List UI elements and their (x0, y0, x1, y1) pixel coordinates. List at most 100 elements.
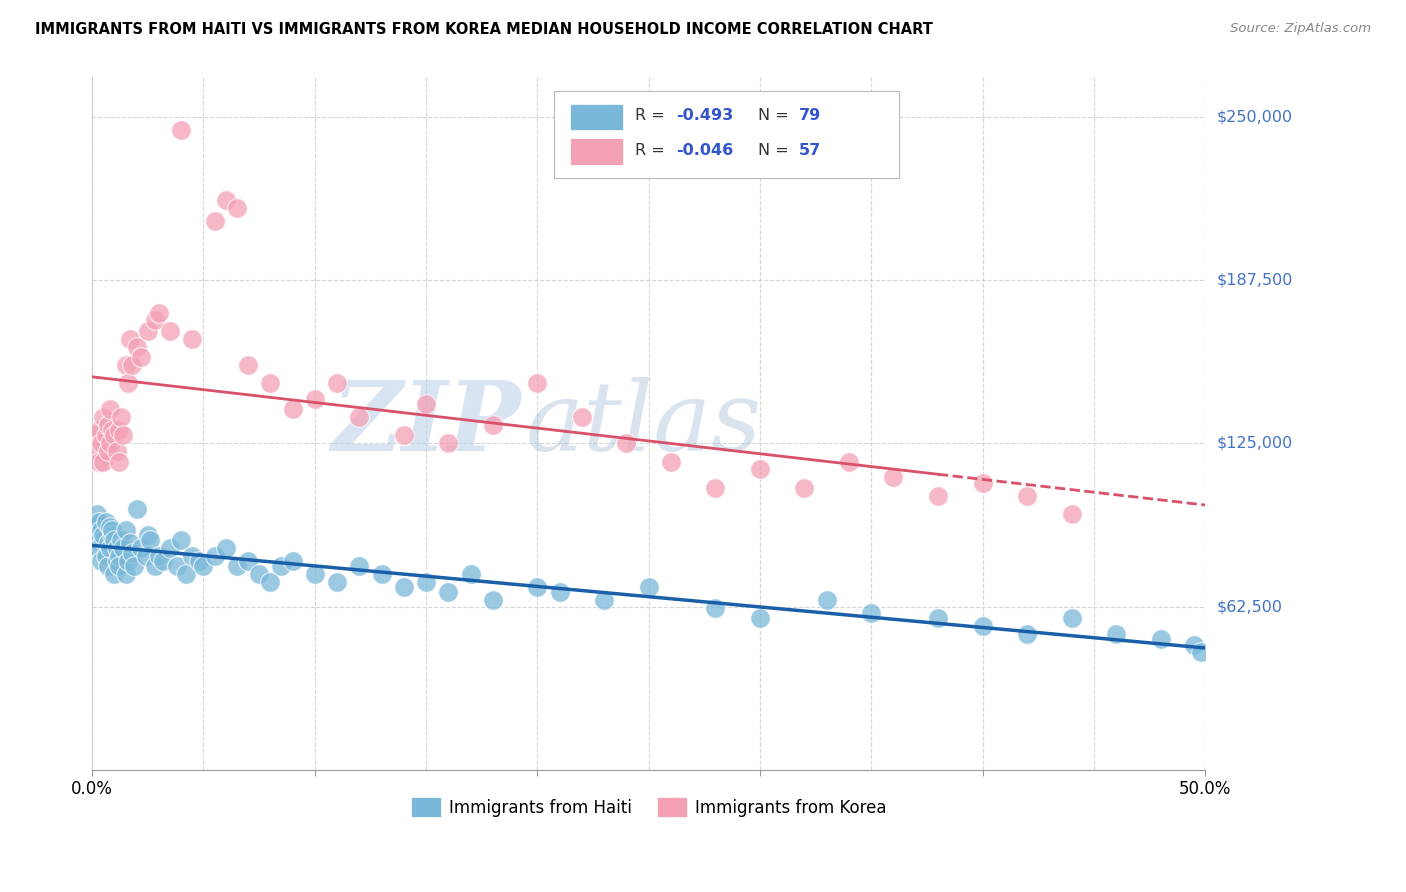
Text: $62,500: $62,500 (1216, 599, 1282, 615)
Point (83, 428, 105, 442)
Point (125, 340, 148, 354)
Point (593, 593, 616, 607)
Point (166, 559, 188, 574)
Point (91, 533, 114, 547)
Text: $125,000: $125,000 (1216, 436, 1292, 450)
Point (91, 528, 114, 542)
Point (98, 436, 121, 450)
Point (86, 533, 108, 547)
Point (748, 611, 770, 625)
Point (86, 507, 108, 521)
Point (83, 520, 105, 534)
Point (270, 559, 292, 574)
Point (94, 515, 117, 529)
Point (97, 535, 120, 549)
Point (193, 559, 215, 574)
Point (326, 574, 349, 589)
Point (105, 541, 128, 555)
Text: -0.493: -0.493 (676, 108, 734, 123)
Point (482, 593, 505, 607)
Point (326, 376, 349, 391)
Point (91, 455, 114, 469)
Point (815, 593, 838, 607)
Point (114, 523, 136, 537)
Legend: Immigrants from Haiti, Immigrants from Korea: Immigrants from Haiti, Immigrants from K… (404, 790, 893, 824)
Point (304, 566, 326, 581)
Point (135, 549, 157, 563)
Point (236, 554, 259, 568)
Text: N =: N = (758, 143, 793, 158)
Point (972, 619, 994, 633)
Point (704, 481, 727, 495)
Point (204, 214, 226, 228)
Point (101, 528, 124, 542)
Point (437, 436, 460, 450)
Point (87, 455, 110, 469)
Point (927, 611, 949, 625)
Text: $250,000: $250,000 (1216, 109, 1292, 124)
Text: ZIP: ZIP (330, 376, 520, 471)
Point (392, 428, 415, 442)
Point (482, 417, 505, 432)
Point (415, 574, 437, 589)
Point (121, 546, 143, 560)
Point (117, 376, 139, 391)
Point (118, 332, 141, 346)
Point (112, 541, 135, 555)
Point (259, 574, 281, 589)
Point (170, 533, 193, 547)
FancyBboxPatch shape (569, 138, 623, 165)
Point (97, 444, 120, 458)
Point (143, 559, 166, 574)
Point (460, 566, 482, 581)
Point (236, 358, 259, 372)
Point (637, 580, 659, 594)
Point (94, 549, 117, 563)
Point (91, 410, 114, 425)
Point (129, 541, 152, 555)
Point (98, 402, 121, 417)
Point (225, 201, 247, 215)
Point (1105, 627, 1128, 641)
Point (98, 520, 121, 534)
Point (1015, 627, 1038, 641)
Point (152, 554, 174, 568)
Point (1182, 638, 1205, 652)
Point (1060, 611, 1083, 625)
Point (143, 313, 166, 327)
Point (215, 541, 238, 555)
Point (114, 566, 136, 581)
Text: R =: R = (636, 108, 671, 123)
Point (170, 122, 193, 136)
Point (181, 549, 204, 563)
Point (793, 481, 815, 495)
Point (159, 541, 181, 555)
Point (392, 580, 415, 594)
Point (117, 554, 139, 568)
Point (118, 535, 141, 549)
Point (124, 559, 146, 574)
Point (181, 332, 204, 346)
Point (281, 554, 304, 568)
Text: Source: ZipAtlas.com: Source: ZipAtlas.com (1230, 22, 1371, 36)
Point (526, 376, 548, 391)
Point (97, 417, 120, 432)
Point (972, 475, 994, 490)
Point (188, 554, 211, 568)
Point (415, 397, 437, 411)
Point (349, 559, 371, 574)
Point (86, 444, 108, 458)
Text: 57: 57 (799, 143, 821, 158)
Point (105, 554, 128, 568)
Point (112, 428, 135, 442)
Point (108, 455, 131, 469)
Point (136, 324, 159, 338)
Point (87, 423, 110, 437)
Point (108, 549, 131, 563)
Point (97, 559, 120, 574)
Point (87, 541, 110, 555)
Point (838, 455, 860, 469)
Text: N =: N = (758, 108, 793, 123)
Point (1189, 645, 1212, 659)
Point (704, 601, 727, 615)
